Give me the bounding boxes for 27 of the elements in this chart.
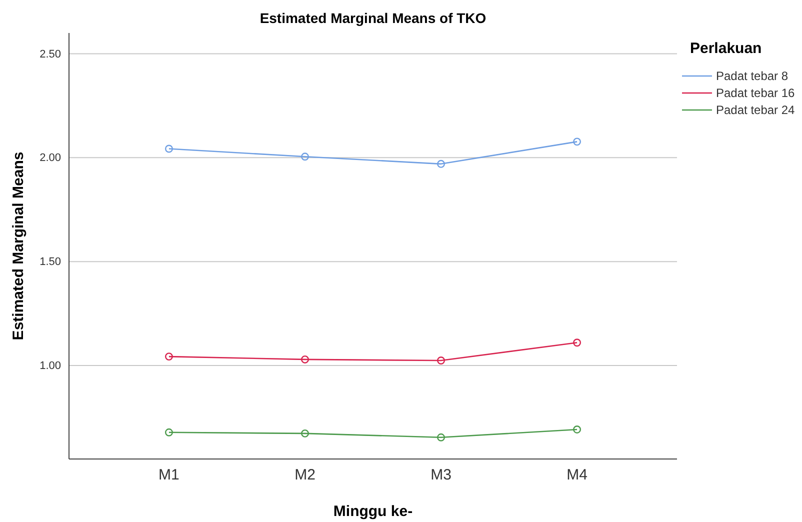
legend-title: Perlakuan xyxy=(690,40,762,57)
point xyxy=(301,429,309,438)
point xyxy=(164,428,173,436)
x-tick-label: M3 xyxy=(430,466,452,484)
point xyxy=(301,152,309,161)
y-tick-label: 2.00 xyxy=(40,152,61,164)
point xyxy=(301,355,309,364)
point xyxy=(573,426,582,434)
y-axis-title: Estimated Marginal Means xyxy=(10,152,27,340)
y-tick-label: 1.50 xyxy=(40,256,61,268)
legend-label: Padat tebar 24 xyxy=(716,103,796,117)
point xyxy=(437,160,445,168)
point xyxy=(437,433,445,442)
point xyxy=(164,144,173,153)
x-axis-title: Minggu ke- xyxy=(333,503,413,520)
point xyxy=(164,352,173,361)
x-tick-label: M4 xyxy=(566,466,588,484)
x-tick-label: M1 xyxy=(158,466,180,484)
chart-title: Estimated Marginal Means of TKO xyxy=(260,10,486,26)
point xyxy=(573,338,582,347)
point xyxy=(437,356,445,364)
y-tick-label: 1.00 xyxy=(40,360,61,372)
legend-label: Padat tebar 16 xyxy=(716,86,796,100)
y-tick-label: 2.50 xyxy=(40,48,61,60)
x-tick-label: M2 xyxy=(294,466,316,484)
legend-label: Padat tebar 8 xyxy=(716,69,788,83)
point xyxy=(573,138,582,146)
